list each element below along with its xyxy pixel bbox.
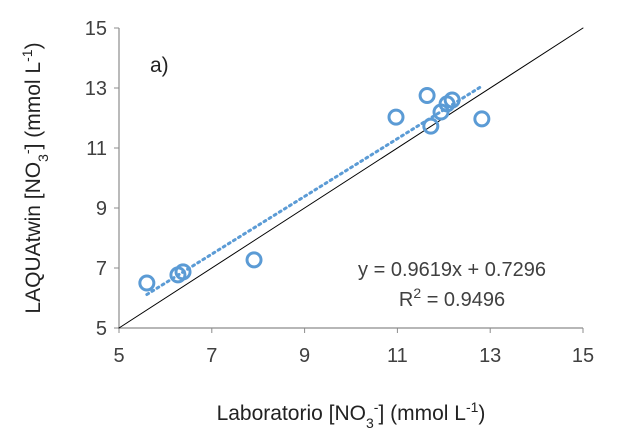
point: [245, 251, 263, 269]
equation: y = 0.9619x + 0.7296: [358, 259, 546, 281]
trendline: [145, 85, 483, 297]
label-part: -1: [466, 399, 479, 415]
label-part: Laboratorio [NO: [217, 402, 366, 425]
y-tick-label: 5: [96, 318, 107, 340]
panel-label: a): [150, 54, 169, 77]
label-part: LAQUAtwin [NO: [22, 162, 45, 314]
y-tick-label: 7: [96, 258, 107, 280]
point: [422, 117, 440, 135]
x-tick-label: 9: [299, 345, 310, 367]
label-part: 2: [413, 285, 421, 301]
x-tick-label: 15: [572, 345, 594, 367]
label-part: -: [374, 399, 379, 415]
label-part: 3: [35, 154, 51, 162]
point: [387, 108, 405, 126]
x-tick-label: 11: [387, 345, 408, 367]
x-tick-label: 5: [113, 345, 124, 367]
label-part: ] (mmol L: [22, 62, 45, 150]
label-part: ] (mmol L: [378, 402, 466, 425]
label-part: R: [399, 289, 413, 311]
label-part: 3: [366, 415, 374, 431]
y-tick-label: 9: [96, 198, 107, 220]
point: [418, 87, 436, 104]
point: [473, 110, 491, 128]
point: [174, 263, 192, 281]
y-tick-label: 11: [86, 138, 107, 160]
identity: [118, 27, 584, 329]
label-part: = 0.9496: [421, 289, 505, 311]
point: [443, 91, 461, 109]
x-axis-label: Laboratorio [NO3-] (mmol L-1): [217, 399, 486, 431]
y-axis-label: LAQUAtwin [NO3-] (mmol L-1): [19, 42, 51, 313]
x-tick-label: 13: [479, 345, 501, 367]
y-tick-label: 13: [85, 78, 107, 100]
y-tick-label: 15: [85, 18, 107, 40]
r-squared: R2 = 0.9496: [399, 285, 505, 311]
label-part: ): [478, 402, 485, 425]
label-part: ): [22, 42, 45, 49]
label-part: -: [19, 149, 35, 154]
point: [138, 274, 156, 292]
label-part: -1: [19, 49, 35, 62]
x-tick-label: 7: [206, 345, 217, 367]
